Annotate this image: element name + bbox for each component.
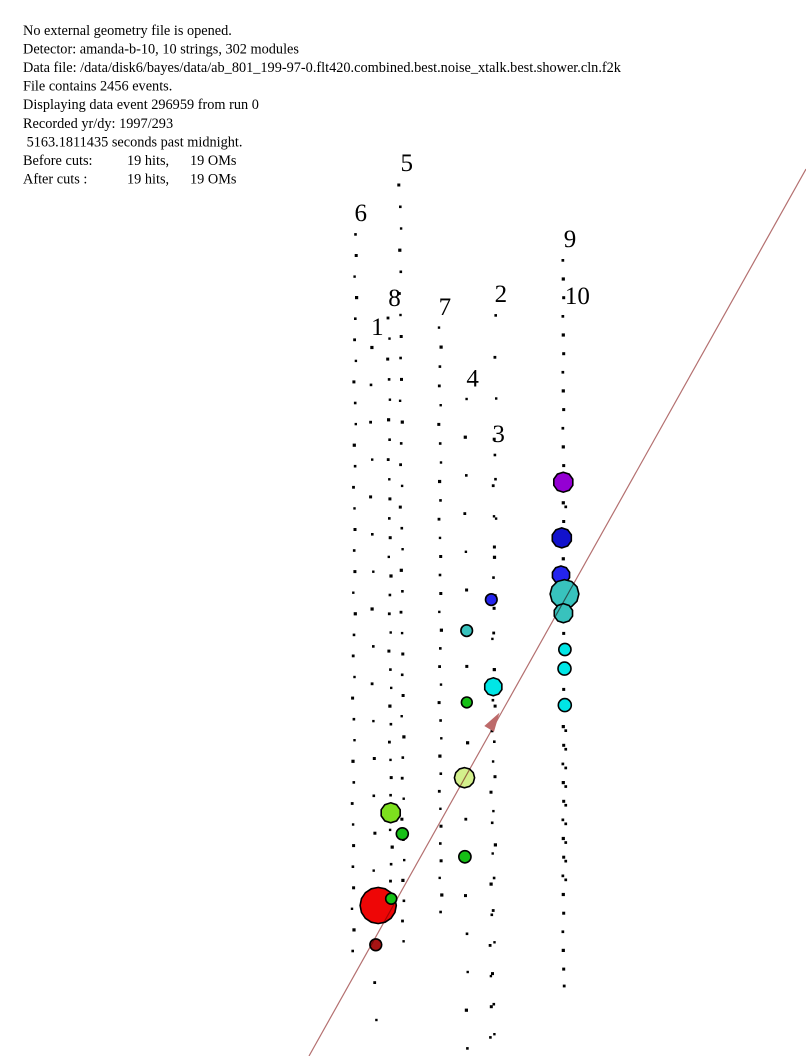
svg-text:4: 4 bbox=[466, 365, 479, 392]
svg-text:Before cuts:: Before cuts: bbox=[23, 153, 92, 169]
svg-text:Recorded yr/dy: 1997/293: Recorded yr/dy: 1997/293 bbox=[23, 116, 173, 132]
svg-text:3: 3 bbox=[492, 421, 505, 448]
svg-text:19 OMs: 19 OMs bbox=[190, 153, 237, 169]
svg-text:Data file: /data/disk6/bayes/d: Data file: /data/disk6/bayes/data/ab_801… bbox=[23, 60, 622, 76]
svg-text:9: 9 bbox=[564, 226, 577, 253]
svg-text:6: 6 bbox=[355, 200, 368, 227]
svg-text:No external geometry file is o: No external geometry file is opened. bbox=[23, 23, 232, 39]
svg-text:2: 2 bbox=[495, 281, 508, 308]
svg-text:8: 8 bbox=[388, 285, 401, 312]
svg-text:5: 5 bbox=[400, 150, 413, 177]
svg-text:After cuts :: After cuts : bbox=[23, 171, 87, 187]
svg-text:7: 7 bbox=[439, 294, 452, 321]
svg-text:19 OMs: 19 OMs bbox=[190, 171, 237, 187]
svg-text:Detector: amanda-b-10, 10 stri: Detector: amanda-b-10, 10 strings, 302 m… bbox=[23, 42, 299, 58]
svg-text:10: 10 bbox=[565, 283, 590, 310]
svg-text:1: 1 bbox=[371, 314, 384, 341]
svg-text:19 hits,: 19 hits, bbox=[127, 171, 169, 187]
svg-text:Displaying data event 296959 f: Displaying data event 296959 from run 0 bbox=[23, 97, 259, 113]
svg-text:19 hits,: 19 hits, bbox=[127, 153, 169, 169]
svg-text:5163.1811435 seconds past midn: 5163.1811435 seconds past midnight. bbox=[23, 134, 242, 150]
svg-text:File contains 2456 events.: File contains 2456 events. bbox=[23, 79, 172, 95]
